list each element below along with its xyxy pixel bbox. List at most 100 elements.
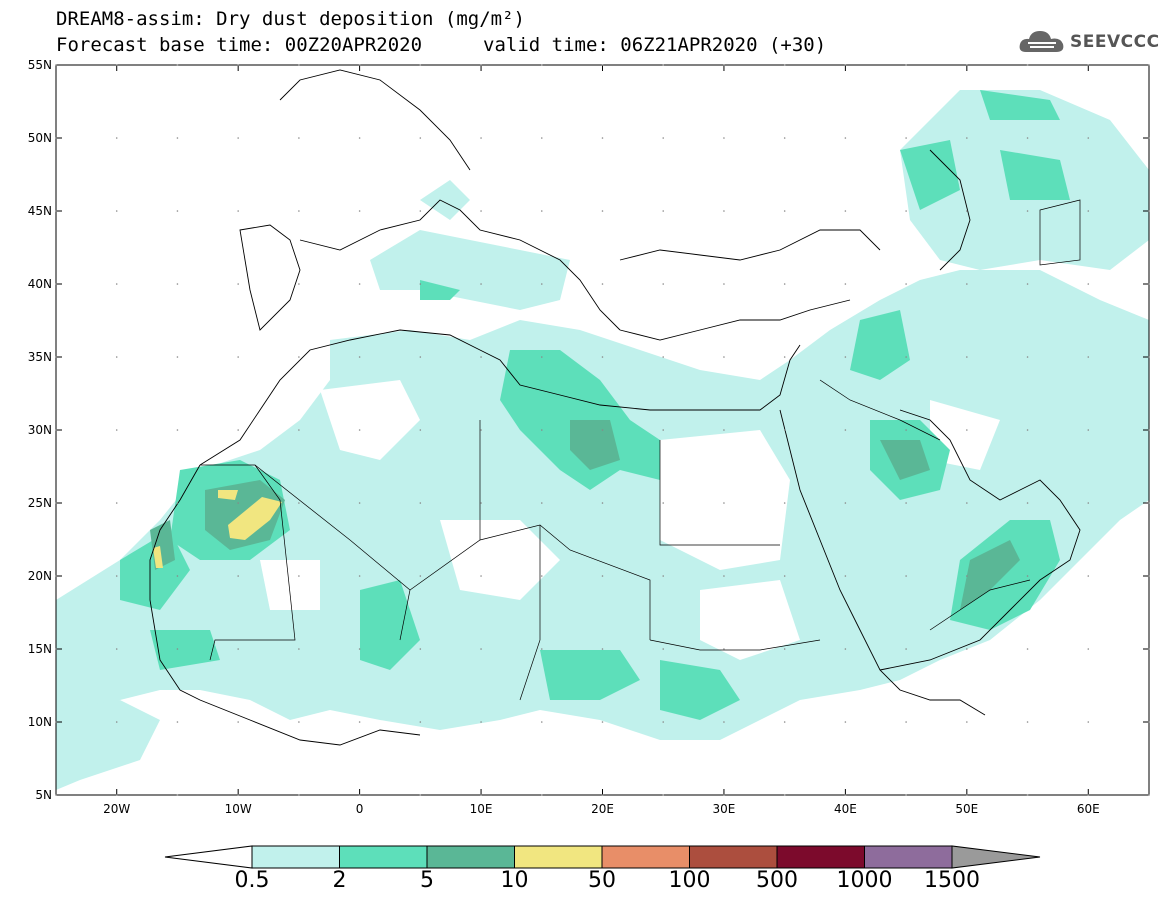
colorbar-label: 100 [668,868,711,893]
grid-points [55,64,1150,796]
grid-dot [1087,283,1090,285]
grid-dot [1087,137,1090,139]
grid-dot [419,721,422,723]
grid-dot [844,502,847,504]
grid-dot [1026,502,1029,504]
grid-dot [905,429,907,431]
grid-dot [298,502,300,504]
grid-dot [662,794,665,796]
grid-dot [176,575,179,577]
grid-dot [237,794,239,796]
grid-dot [298,575,300,577]
grid-dot [540,210,543,212]
grid-dot [540,794,543,796]
grid-dot [55,721,57,723]
grid-dot [480,429,482,431]
grid-dot [783,356,786,358]
grid-dot [905,210,907,212]
grid-dot [419,575,422,577]
grid-dot [783,429,786,431]
colorbar-swatch [251,845,340,869]
colorbar-swatch [514,845,603,869]
grid-dot [480,648,482,650]
grid-dot [1148,64,1150,66]
grid-dot [844,283,847,285]
grid-dot [358,794,361,796]
grid-dot [237,210,239,212]
lat-tick-label: 25N [28,496,52,510]
grid-dot [176,137,179,139]
grid-dot [237,283,239,285]
grid-dot [905,794,907,796]
grid-dot [1026,283,1029,285]
grid-dot [601,210,604,212]
lon-tick-label: 40E [834,802,857,816]
grid-dot [783,210,786,212]
grid-dot [358,502,361,504]
grid-dot [298,210,300,212]
lat-tick-label: 45N [28,204,52,218]
grid-dot [905,575,907,577]
grid-dot [55,64,57,66]
grid-dot [480,575,482,577]
grid-dot [1148,210,1150,212]
grid-dot [480,210,482,212]
grid-dot [662,648,665,650]
grid-dot [237,64,239,66]
grid-dot [966,137,968,139]
grid-dot [1026,721,1029,723]
grid-dot [966,502,968,504]
grid-dot [1026,356,1029,358]
lat-tick-label: 15N [28,642,52,656]
grid-dot [176,502,179,504]
grid-dot [55,356,57,358]
grid-dot [601,137,604,139]
grid-dot [723,356,725,358]
grid-dot [1087,502,1090,504]
seevccc-logo: SEEVCCC [1018,28,1160,56]
grid-dot [1148,356,1150,358]
grid-dot [783,137,786,139]
grid-dot [237,137,239,139]
grid-dot [480,721,482,723]
colorbar-label: 2 [332,868,347,893]
grid-dot [601,502,604,504]
colorbar-swatch [689,845,778,869]
grid-dot [966,721,968,723]
grid-dot [237,575,239,577]
grid-dot [419,137,422,139]
grid-dot [237,721,239,723]
lat-tick-label: 5N [35,788,52,802]
grid-dot [723,429,725,431]
colorbar-swatch [601,845,690,869]
grid-dot [115,648,118,650]
valid-time: valid time: 06Z21APR2020 (+30) [483,34,827,56]
grid-dot [1087,356,1090,358]
grid-dot [1087,210,1090,212]
grid-dot [358,356,361,358]
grid-dot [176,64,179,66]
grid-dot [783,575,786,577]
colorbar-swatch [426,845,515,869]
colorbar-label: 0.5 [234,868,270,893]
grid-dot [783,648,786,650]
grid-dot [55,283,57,285]
grid-dot [55,210,57,212]
grid-dot [662,137,665,139]
grid-dot [115,429,118,431]
grid-dot [1148,429,1150,431]
grid-dot [783,64,786,66]
colorbar-label: 5 [420,868,434,893]
grid-dot [298,356,300,358]
grid-dot [419,64,422,66]
grid-dot [966,283,968,285]
grid-dot [419,356,422,358]
grid-dot [662,283,665,285]
grid-dot [419,429,422,431]
grid-dot [723,502,725,504]
grid-dot [176,648,179,650]
grid-dot [115,502,118,504]
colorbar-label: 500 [756,868,798,893]
grid-dot [1026,794,1029,796]
